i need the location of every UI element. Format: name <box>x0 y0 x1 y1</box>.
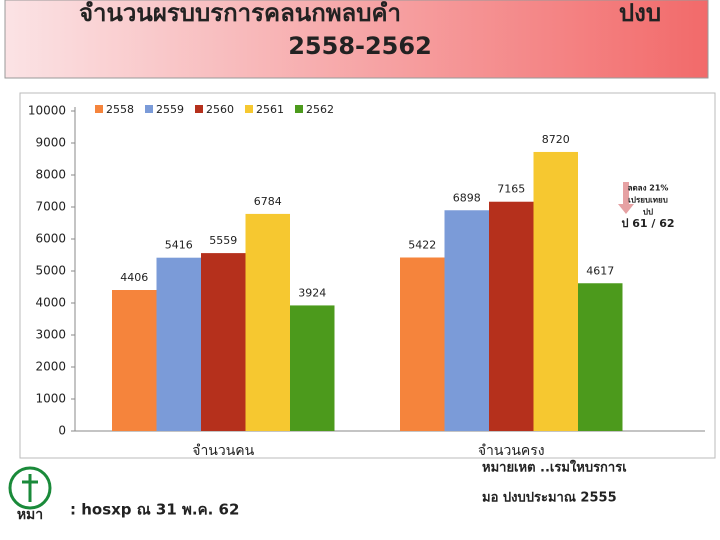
legend-label: 2561 <box>256 103 284 116</box>
y-tick-label: 1000 <box>35 392 66 406</box>
title-line2: 2558-2562 <box>288 32 432 60</box>
bar <box>578 283 623 431</box>
title-banner <box>4 0 709 79</box>
logo-text: หมา <box>17 507 43 523</box>
value-label: 6784 <box>254 195 282 208</box>
legend-label: 2558 <box>106 103 134 116</box>
logo-mark <box>22 474 38 502</box>
y-tick-label: 0 <box>58 424 66 438</box>
title-right: ปงบ <box>619 0 661 27</box>
legend-swatch <box>95 105 103 113</box>
y-tick-label: 8000 <box>35 168 66 182</box>
y-tick-label: 3000 <box>35 328 66 342</box>
bar <box>112 290 157 431</box>
legend-label: 2560 <box>206 103 234 116</box>
value-label: 5559 <box>209 234 237 247</box>
value-label: 5422 <box>408 238 436 251</box>
note-line: หมายเหต ..เรมใหบรการเ <box>482 459 627 476</box>
x-tick-label: จำนวนคน <box>192 443 254 459</box>
legend-swatch <box>145 105 153 113</box>
value-label: 4406 <box>120 271 148 284</box>
annotation: ป 61 / 62 <box>621 217 674 230</box>
bar <box>290 305 335 431</box>
title-line1: จำนวนผรบบรการคลนกพลบคำ <box>79 0 401 27</box>
value-label: 6898 <box>453 191 481 204</box>
y-tick-label: 10000 <box>28 104 66 118</box>
bar <box>245 213 290 431</box>
y-tick-label: 9000 <box>35 136 66 150</box>
value-label: 5416 <box>165 239 193 252</box>
note-line: มอ ปงบประมาณ 2555 <box>482 491 617 506</box>
y-tick-label: 6000 <box>35 232 66 246</box>
annotation: ปป <box>643 208 653 217</box>
legend-label: 2562 <box>306 103 334 116</box>
y-tick-label: 2000 <box>35 360 66 374</box>
y-tick-label: 7000 <box>35 200 66 214</box>
annotation: ลดลง 21% <box>628 184 669 193</box>
annotation-bg <box>600 178 690 238</box>
value-label: 8720 <box>542 133 570 146</box>
value-label: 4617 <box>586 264 614 277</box>
legend-swatch <box>295 105 303 113</box>
value-label: 3924 <box>298 286 326 299</box>
bar <box>400 257 445 431</box>
source: : hosxp ณ 31 พ.ค. 62 <box>70 501 239 519</box>
legend-swatch <box>195 105 203 113</box>
annotation: เปรยบเทยบ <box>628 196 668 205</box>
legend-swatch <box>245 105 253 113</box>
x-tick-label: จำนวนครง <box>478 443 545 459</box>
legend-label: 2559 <box>156 103 184 116</box>
bar <box>156 257 201 431</box>
bar <box>533 151 578 431</box>
y-tick-label: 4000 <box>35 296 66 310</box>
y-tick-label: 5000 <box>35 264 66 278</box>
value-label: 7165 <box>497 183 525 196</box>
bar <box>489 201 534 431</box>
bar <box>201 253 246 431</box>
bar <box>444 210 489 431</box>
